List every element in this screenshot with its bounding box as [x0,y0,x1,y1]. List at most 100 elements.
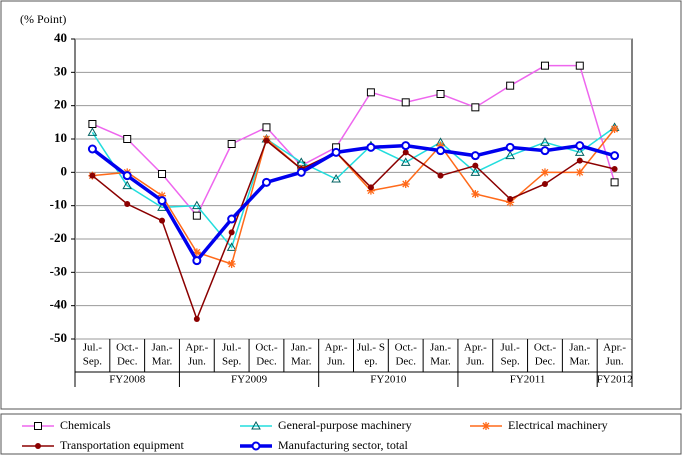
marker-shape [507,196,514,202]
marker [506,198,515,207]
marker-shape [158,191,167,200]
marker [192,256,202,266]
x-tick-label: Dec. [256,356,277,368]
x-tick-label: Apr.- [185,342,208,354]
plot-area [74,38,633,340]
marker [436,141,445,150]
marker-shape [366,88,375,97]
legend-label: Manufacturing sector, total [278,438,408,452]
marker [262,123,271,132]
marker-shape [124,201,131,207]
marker-shape [227,140,236,148]
marker-shape [263,137,270,144]
series-line [91,139,615,322]
marker [436,90,445,98]
x-tick-label: Oct.- [255,342,278,354]
marker [471,103,480,112]
marker [35,443,41,449]
marker-shape [505,150,516,160]
marker-shape [87,127,98,136]
marker [122,180,133,190]
x-tick-label: Apr.- [464,342,487,354]
marker-shape [541,181,548,187]
marker-shape [367,184,374,191]
marker [610,125,619,133]
marker-shape [193,316,200,322]
marker-shape [471,103,480,112]
marker-shape [191,200,202,210]
marker-shape [402,149,409,156]
marker-shape [226,242,237,251]
marker-shape [436,146,446,156]
marker [158,191,167,200]
marker-shape [366,142,376,152]
marker [263,137,270,144]
legend-marker [251,420,261,430]
marker-shape [436,141,445,150]
marker [366,186,375,195]
marker [574,147,585,156]
marker [122,171,132,181]
marker-shape [575,141,585,151]
marker-shape [472,162,479,169]
y-tick-label: 0 [61,163,68,178]
marker [472,162,479,169]
marker-shape [401,141,411,151]
legend-label: Transportation equipment [60,438,185,452]
marker [251,420,261,430]
x-tick-label: Jan.- [151,342,172,354]
legend-frame [0,413,682,455]
marker-shape [192,211,201,220]
marker-shape [251,441,261,451]
marker-shape [506,198,515,207]
x-tick-label: Jul.- [501,342,521,354]
marker [610,178,619,187]
marker [401,141,411,151]
marker [87,144,97,154]
marker-shape [574,147,585,156]
legend-marker [34,422,42,430]
marker [191,200,202,210]
marker [401,180,410,188]
x-tick-label: Dec. [117,356,138,368]
marker [192,248,201,257]
marker-shape [610,125,619,133]
y-tick-label: -30 [50,263,67,278]
marker [437,172,444,179]
marker [470,151,480,161]
marker [193,316,200,322]
x-tick-label: Oct.- [534,342,557,354]
marker-shape [262,123,271,132]
marker-shape [157,196,167,206]
marker-shape [331,173,341,183]
x-tick-label: Jan.- [430,342,451,354]
marker [157,196,167,206]
marker [226,242,237,251]
marker-shape [505,142,515,152]
marker-shape [482,422,490,430]
marker-shape [436,90,445,98]
x-tick-label: Apr.- [325,342,348,354]
marker [470,167,481,176]
marker [436,146,446,156]
y-tick-label: -20 [50,230,67,245]
marker [575,141,585,151]
marker [227,214,237,224]
x-tick-label: Jun. [327,356,345,368]
x-tick-label: Mar. [570,356,591,368]
marker-shape [575,61,584,70]
x-tick-label: Sep. [83,356,103,368]
y-tick-label: 10 [54,130,67,145]
marker [34,422,42,430]
marker [540,137,550,146]
marker [505,142,515,152]
legend-marker [482,422,490,430]
x-tick-label: Oct.- [116,342,139,354]
marker-shape [400,157,411,166]
marker [366,88,375,97]
marker [331,173,341,183]
group-label: FY2008 [109,374,146,386]
x-tick-label: Dec. [395,356,416,368]
marker-shape [251,420,261,430]
x-tick-label: Jul.- S [357,342,385,354]
